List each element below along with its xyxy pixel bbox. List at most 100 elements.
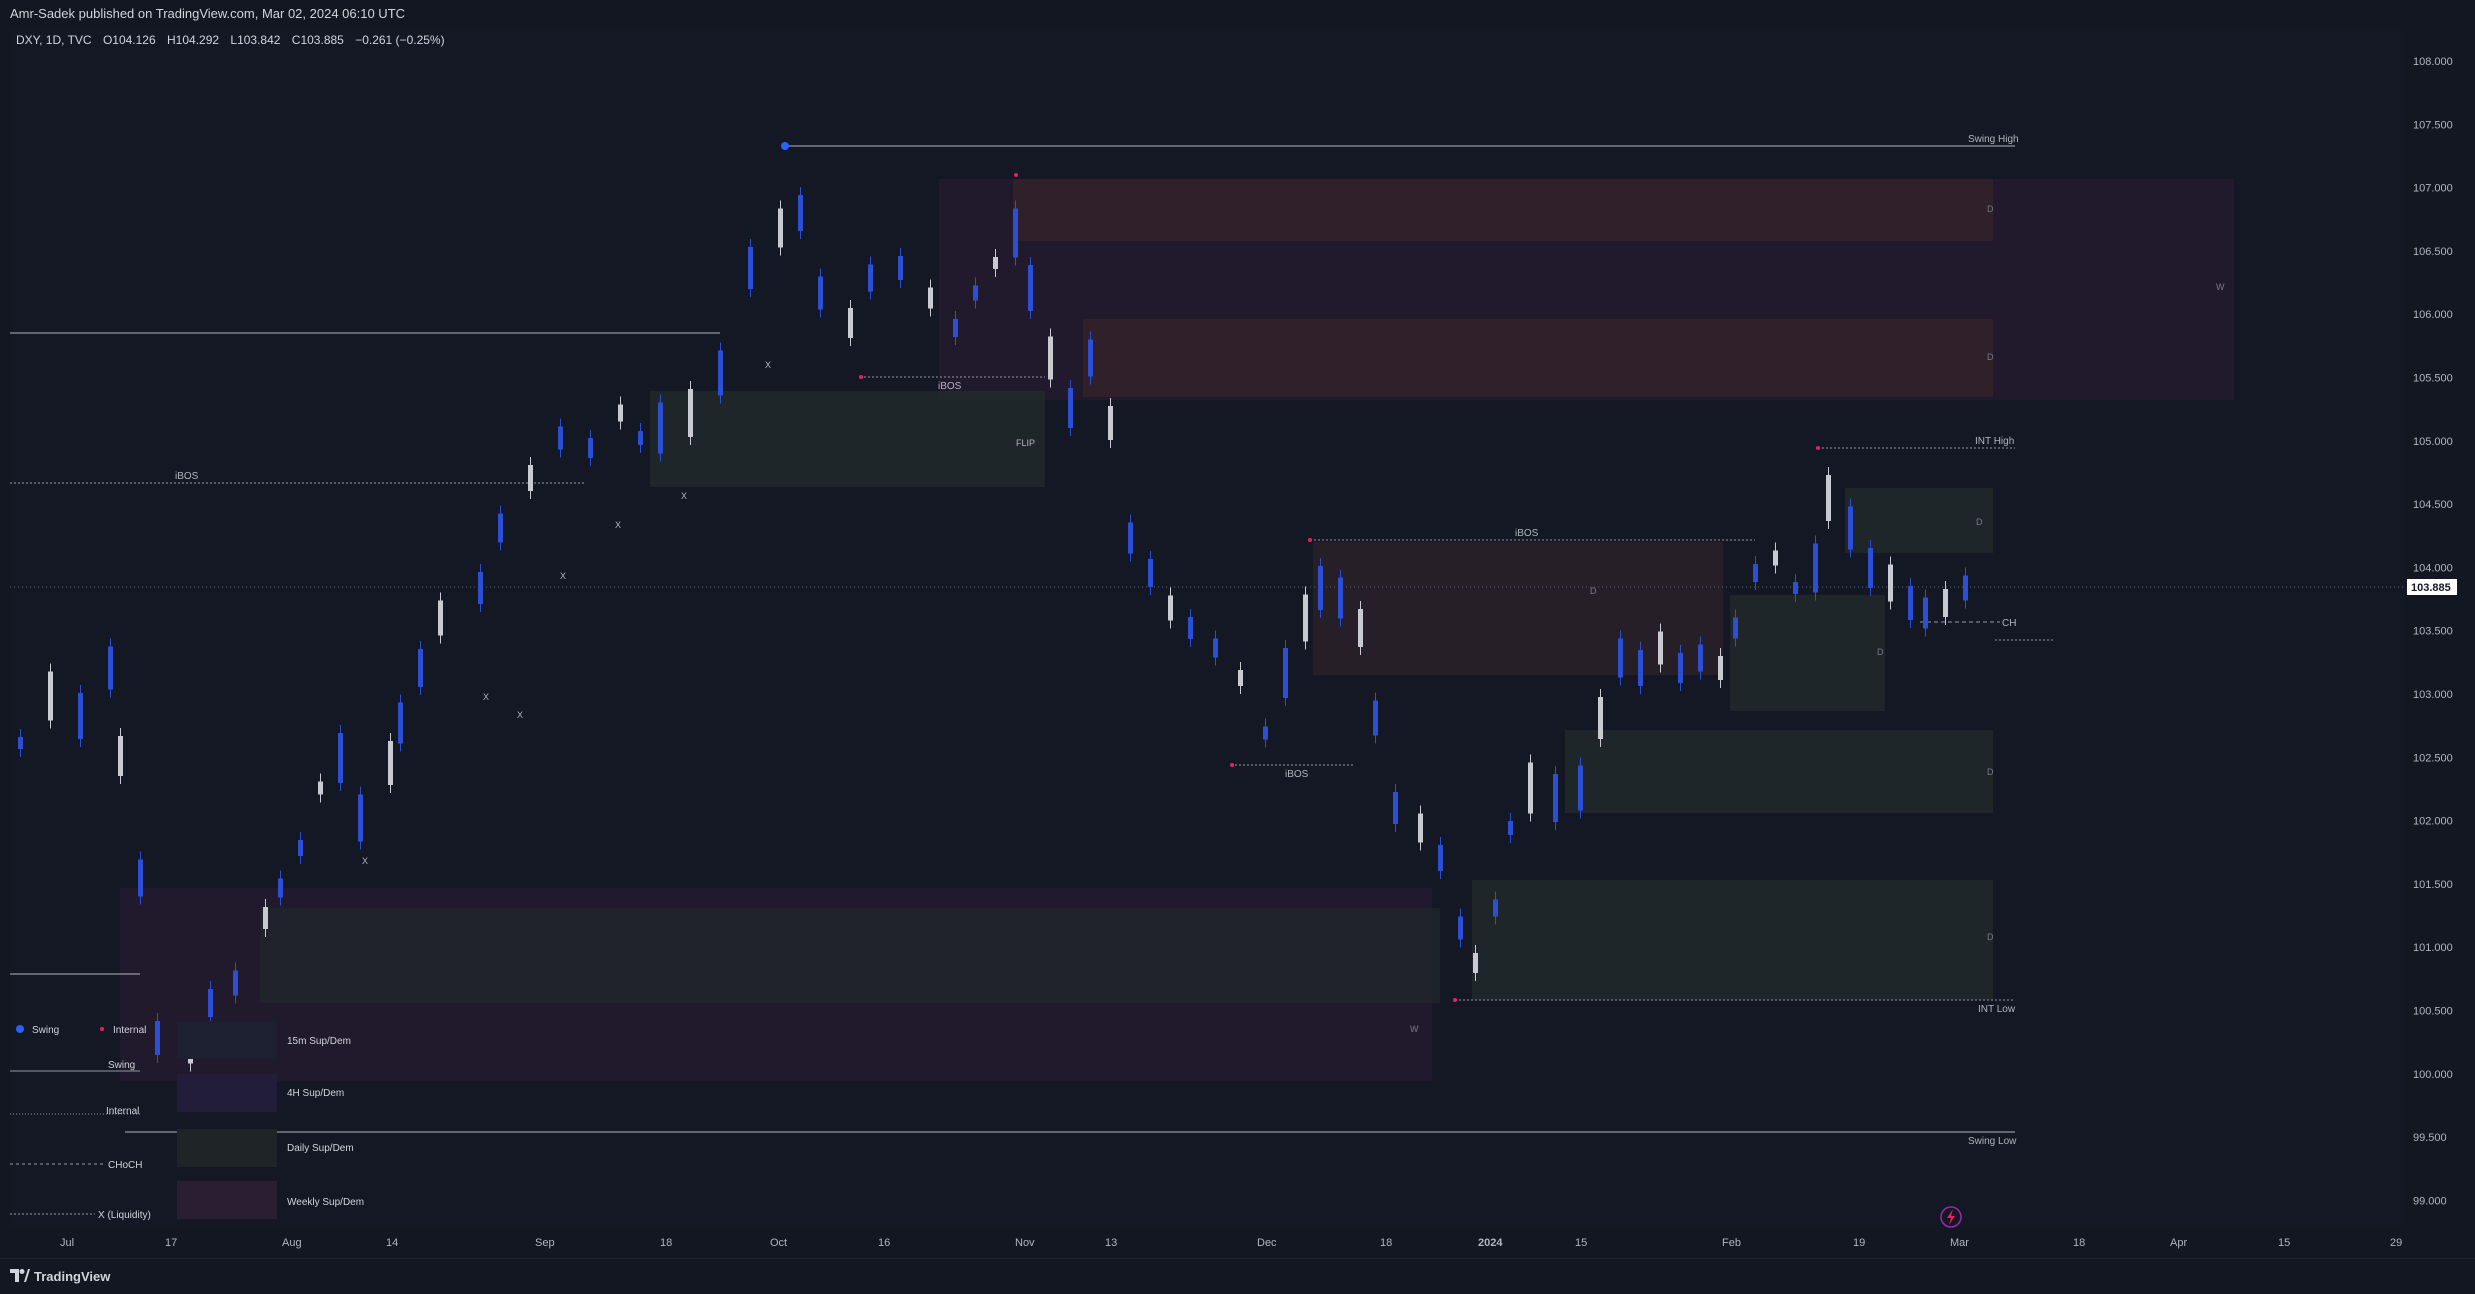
price-tick-label: 103.500 <box>2413 626 2453 638</box>
candle-body <box>1493 899 1498 917</box>
legend-box-15m <box>177 1021 277 1059</box>
zone-daily-supply-3 <box>1313 542 1723 675</box>
candle-body <box>438 600 443 636</box>
candle-body <box>868 264 873 292</box>
zone-demand-2 <box>1565 730 1993 813</box>
candle-body <box>1963 575 1968 601</box>
int-marker-5 <box>1453 998 1457 1002</box>
candle-body <box>588 438 593 458</box>
candle-body <box>155 1021 160 1055</box>
time-tick-label: Apr <box>2170 1237 2187 1249</box>
price-tick-label: 105.500 <box>2413 373 2453 385</box>
candle-body <box>263 907 268 929</box>
lightning-icon[interactable] <box>1940 1206 1962 1228</box>
label-ibos-2: iBOS <box>938 381 962 392</box>
candle-body <box>558 426 563 450</box>
candle-body <box>48 671 53 721</box>
price-axis[interactable]: 108.000 107.500 107.000 106.500 106.000 105.5… <box>2405 28 2475 1228</box>
footer-brand[interactable]: TradingView <box>34 1269 111 1284</box>
candle-body <box>993 257 998 269</box>
candle-body <box>298 840 303 856</box>
candle-body <box>898 256 903 280</box>
label-swing-high: Swing High <box>1968 134 2019 145</box>
candle-body <box>18 737 23 749</box>
label-ibos-1: iBOS <box>175 471 199 482</box>
candle-body <box>208 989 213 1017</box>
price-tick-label: 104.500 <box>2413 499 2453 511</box>
candle-body <box>1618 638 1623 678</box>
chart-pane[interactable]: Swing High Swing Low INT High INT Low iB… <box>10 28 2405 1228</box>
candle-body <box>1048 336 1053 380</box>
label-ch: CH <box>2002 618 2016 629</box>
tradingview-logo-icon <box>10 1269 30 1282</box>
legend-box-15m-label: 15m Sup/Dem <box>287 1036 351 1047</box>
legend-panel: Swing Internal Swing Internal CHoCH X (L… <box>10 1021 364 1221</box>
label-x-4: X <box>560 571 566 581</box>
candle-body <box>418 649 423 687</box>
legend-swing-label: Swing <box>32 1025 59 1036</box>
zone-daily-supply-1 <box>1013 179 1993 241</box>
legend-internal-label: Internal <box>113 1025 146 1036</box>
candle-body <box>1028 265 1033 311</box>
candle-body <box>1068 388 1073 428</box>
candle-body <box>108 646 113 690</box>
time-tick-label: 18 <box>2073 1237 2085 1249</box>
candle-body <box>1188 617 1193 639</box>
price-tick-label: 100.000 <box>2413 1069 2453 1081</box>
footer-bar: TradingView <box>0 1258 2475 1294</box>
label-d-2: D <box>1987 352 1994 362</box>
time-tick-label: Oct <box>770 1237 787 1249</box>
time-tick-label: 19 <box>1853 1237 1865 1249</box>
legend-box-4h-label: 4H Sup/Dem <box>287 1088 344 1099</box>
label-int-high: INT High <box>1975 436 2014 447</box>
time-tick-label: 17 <box>165 1237 177 1249</box>
ohlc-header: DXY, 1D, TVC O104.126 H104.292 L103.842 … <box>16 33 453 47</box>
candle-body <box>478 572 483 604</box>
candle-body <box>233 970 238 996</box>
time-tick-label: 14 <box>386 1237 398 1249</box>
open-value: O104.126 <box>102 33 156 47</box>
time-tick-label: 16 <box>878 1237 890 1249</box>
label-ibos-3: iBOS <box>1515 528 1539 539</box>
current-price-badge <box>2407 579 2457 595</box>
time-axis[interactable]: Jul 17 Aug 14 Sep 18 Oct 16 Nov 13 Dec 18 2024 15 Feb 1… <box>10 1228 2405 1258</box>
candle-body <box>1813 543 1818 593</box>
zone-demand-1 <box>650 391 1045 487</box>
price-tick-label: 100.500 <box>2413 1006 2453 1018</box>
symbol-label[interactable]: DXY, 1D, TVC <box>16 33 92 47</box>
label-d-3: D <box>1590 586 1597 596</box>
candle-body <box>1418 813 1423 843</box>
time-tick-label: Dec <box>1257 1237 1277 1249</box>
label-d-7: D <box>1987 932 1994 942</box>
legend-box-daily-label: Daily Sup/Dem <box>287 1143 354 1154</box>
time-tick-label: 15 <box>2278 1237 2290 1249</box>
legend-box-weekly <box>177 1181 277 1219</box>
price-tick-label: 101.500 <box>2413 879 2453 891</box>
candle-body <box>1168 595 1173 621</box>
price-tick-label: 102.500 <box>2413 752 2453 764</box>
label-int-low: INT Low <box>1978 1004 2016 1015</box>
time-tick-label: 29 <box>2390 1237 2402 1249</box>
current-price-label: 103.885 <box>2411 582 2451 594</box>
candle-body <box>1148 559 1153 587</box>
price-tick-label: 107.000 <box>2413 183 2453 195</box>
candle-body <box>688 389 693 437</box>
price-tick-label: 106.000 <box>2413 309 2453 321</box>
legend-line-choch-label: CHoCH <box>108 1160 142 1171</box>
label-swing-low: Swing Low <box>1968 1136 2017 1147</box>
candle-body <box>1908 586 1913 620</box>
candle-body <box>778 208 783 248</box>
zone-demand-5 <box>1845 488 1993 553</box>
candle-body <box>1088 339 1093 377</box>
label-ibos-4: iBOS <box>1285 769 1309 780</box>
price-tick-label: 102.000 <box>2413 816 2453 828</box>
price-axis-svg: 108.000 107.500 107.000 106.500 106.000 105.5… <box>2407 56 2457 1207</box>
candle-body <box>1373 700 1378 736</box>
candle-body <box>1943 589 1948 617</box>
candle-body <box>638 431 643 445</box>
chart-canvas[interactable]: Swing High Swing Low INT High INT Low iB… <box>10 28 2405 1228</box>
price-tick-label: 103.000 <box>2413 689 2453 701</box>
candle-body <box>1793 582 1798 594</box>
candle-body <box>278 878 283 898</box>
candle-body <box>1718 656 1723 680</box>
